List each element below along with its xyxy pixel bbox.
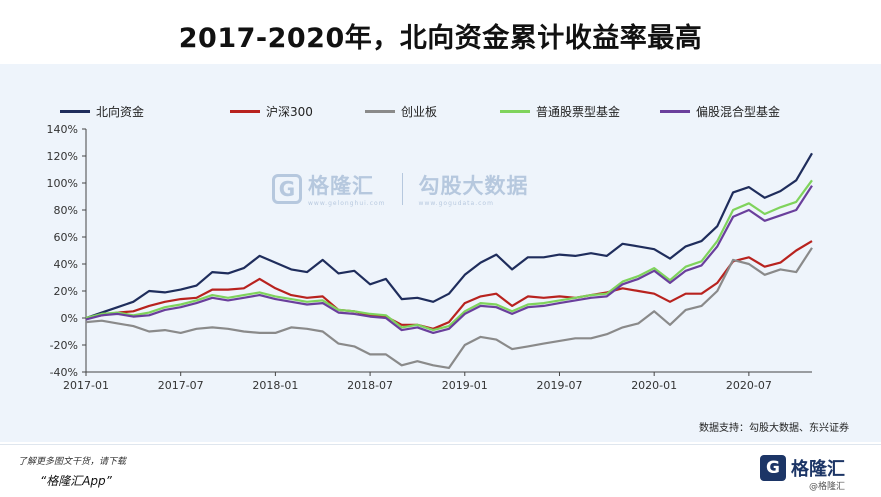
brand-name: 格隆汇: [791, 459, 845, 480]
y-tick-label: 20%: [54, 285, 78, 298]
legend-label: 偏股混合型基金: [696, 105, 781, 119]
x-tick-label: 2018-07: [347, 379, 393, 392]
x-tick-label: 2017-01: [63, 379, 109, 392]
y-tick-label: 40%: [54, 258, 78, 271]
legend-item: 创业板: [365, 103, 437, 120]
y-tick-label: -20%: [50, 339, 78, 352]
page-title: 2017-2020年，北向资金累计收益率最高: [178, 23, 703, 54]
gelonghui-logo-icon: G: [272, 173, 302, 204]
brand: G 格隆汇 @格隆汇: [760, 455, 845, 492]
watermark-divider: [401, 172, 403, 205]
legend-item: 普通股票型基金: [500, 103, 620, 120]
watermark-url-2: www.gogudata.com: [418, 200, 494, 207]
legend-swatch: [365, 110, 395, 113]
y-tick-label: 140%: [47, 123, 78, 136]
legend-item: 沪深300: [230, 103, 313, 120]
legend-item: 北向资金: [60, 103, 144, 120]
x-tick-label: 2018-01: [252, 379, 298, 392]
series-line-5: [85, 185, 813, 334]
series-line-1: [85, 152, 813, 320]
legend-item: 偏股混合型基金: [660, 103, 780, 120]
x-tick-label: 2020-07: [726, 379, 772, 392]
chart-legend: 北向资金 沪深300 创业板 普通股票型基金 偏股混合型基金: [60, 103, 860, 123]
y-tick-label: 120%: [47, 150, 78, 163]
y-tick-label: 60%: [54, 231, 78, 244]
chart-panel: [0, 64, 881, 442]
watermark-name: 格隆汇: [308, 174, 374, 198]
watermark: G 格隆汇 www.gelonghui.com 勾股大数据 www.goguda…: [272, 170, 529, 207]
x-tick-label: 2019-07: [536, 379, 582, 392]
series-line-4: [85, 179, 813, 332]
brand-logo-icon: G: [760, 455, 786, 481]
data-source: 数据支持：勾股大数据、东兴证券: [699, 423, 849, 434]
footer-divider: [0, 444, 881, 445]
y-tick-label: -40%: [50, 366, 78, 379]
legend-label: 普通股票型基金: [536, 105, 621, 119]
legend-label: 北向资金: [96, 105, 145, 119]
series-line-2: [85, 240, 813, 330]
legend-swatch: [230, 110, 260, 113]
x-tick-label: 2020-01: [631, 379, 677, 392]
line-chart: -40% -20% 0% 20% 40% 60% 80% 100% 120% 140% 2017-0…: [47, 123, 813, 392]
brand-url: @格隆汇: [808, 482, 845, 492]
series-line-3: [85, 247, 813, 369]
y-tick-label: 100%: [47, 177, 78, 190]
legend-swatch: [500, 110, 530, 113]
watermark-name-2: 勾股大数据: [418, 174, 529, 198]
legend-swatch: [660, 110, 690, 113]
legend-label: 创业板: [401, 105, 438, 119]
promo-app-name: “格隆汇App”: [40, 474, 112, 488]
y-tick-label: 80%: [54, 204, 78, 217]
x-tick-label: 2019-01: [442, 379, 488, 392]
x-tick-label: 2017-07: [158, 379, 204, 392]
watermark-url: www.gelonghui.com: [308, 200, 386, 207]
legend-label: 沪深300: [266, 105, 313, 119]
y-tick-label: 0%: [61, 312, 78, 325]
legend-swatch: [60, 110, 90, 113]
promo-text: 了解更多图文干货，请下载: [18, 457, 127, 467]
